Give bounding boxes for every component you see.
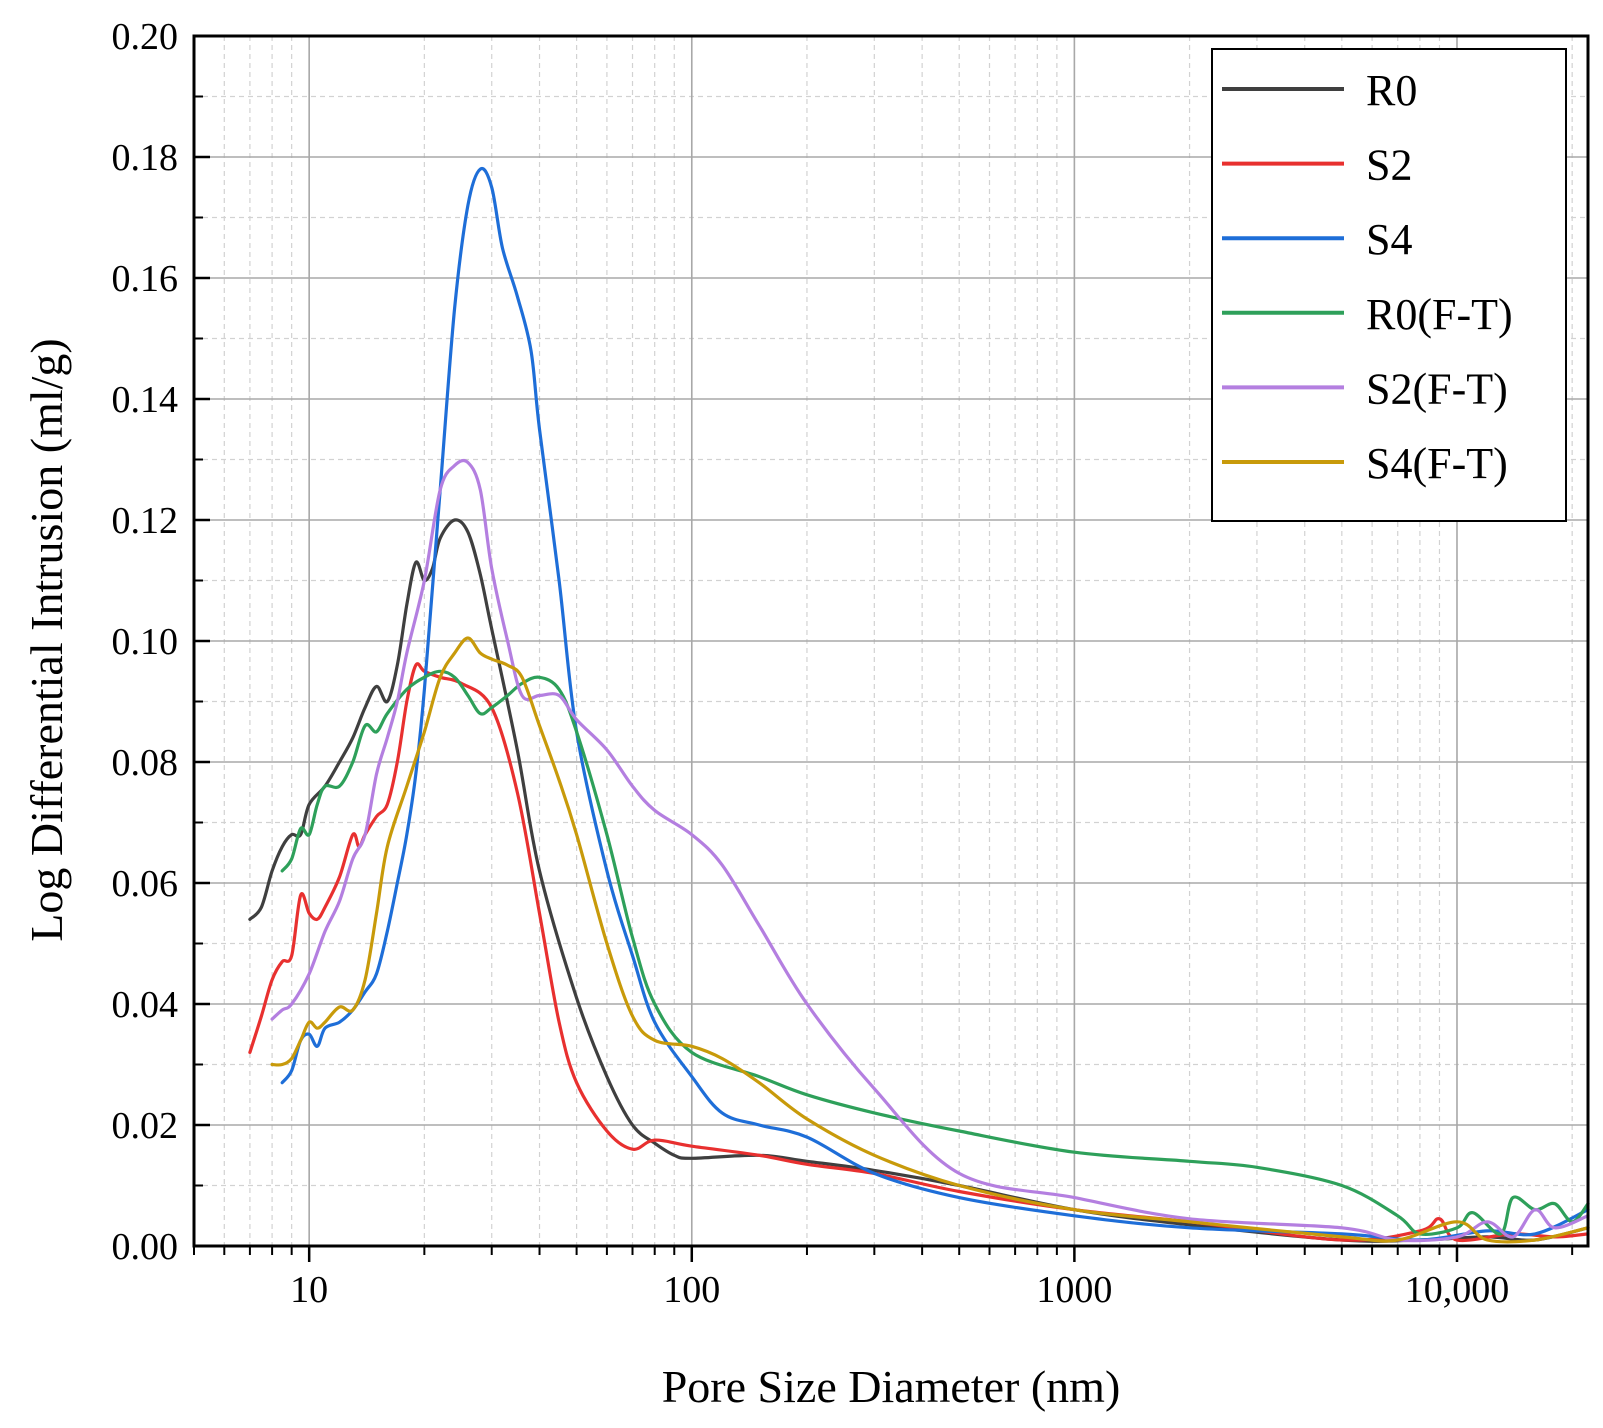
legend-label-r0: R0 [1366,66,1417,115]
series-line-r0-f-t [280,669,1590,1236]
y-tick-label: 0.06 [112,863,179,905]
y-tick-label: 0.00 [112,1226,179,1268]
legend-label-s4-f-t: S4(F-T) [1366,439,1508,488]
y-tick-label: 0.12 [112,500,179,542]
legend: R0 S2 S4 R0(F-T) S2(F-T) S4(F-T) [1211,48,1567,522]
series-line-s4-f-t [270,636,1590,1244]
x-tick-label: 100 [663,1269,720,1311]
y-tick-label: 0.16 [112,258,179,300]
x-axis-ticks: 10 100 1000 10,000 [193,1246,1574,1311]
y-tick-label: 0.18 [112,137,179,179]
legend-label-r0-f-t: R0(F-T) [1366,290,1513,339]
series-lines [248,166,1590,1244]
x-tick-label: 1000 [1036,1269,1112,1311]
y-axis-title: Log Differential Intrusion (ml/g) [21,338,72,941]
y-tick-label: 0.08 [112,742,179,784]
y-tick-label: 0.20 [112,16,179,58]
y-tick-label: 0.10 [112,621,179,663]
legend-box [1211,48,1567,522]
y-tick-label: 0.14 [112,379,179,421]
legend-label-s2-f-t: S2(F-T) [1366,364,1508,413]
y-tick-label: 0.04 [112,984,179,1026]
legend-label-s4: S4 [1366,215,1412,264]
legend-label-s2: S2 [1366,141,1412,190]
series-line-s2-f-t [270,458,1590,1243]
x-tick-label: 10 [290,1269,328,1311]
y-tick-label: 0.02 [112,1105,179,1147]
x-axis-title: Pore Size Diameter (nm) [662,1361,1121,1412]
y-axis-ticks: 0.00 0.02 0.04 0.06 0.08 0.10 0.12 0.14 0.16 0.18… [112,16,210,1268]
x-tick-label: 10,000 [1405,1269,1510,1311]
series-line-s4 [280,166,1590,1242]
